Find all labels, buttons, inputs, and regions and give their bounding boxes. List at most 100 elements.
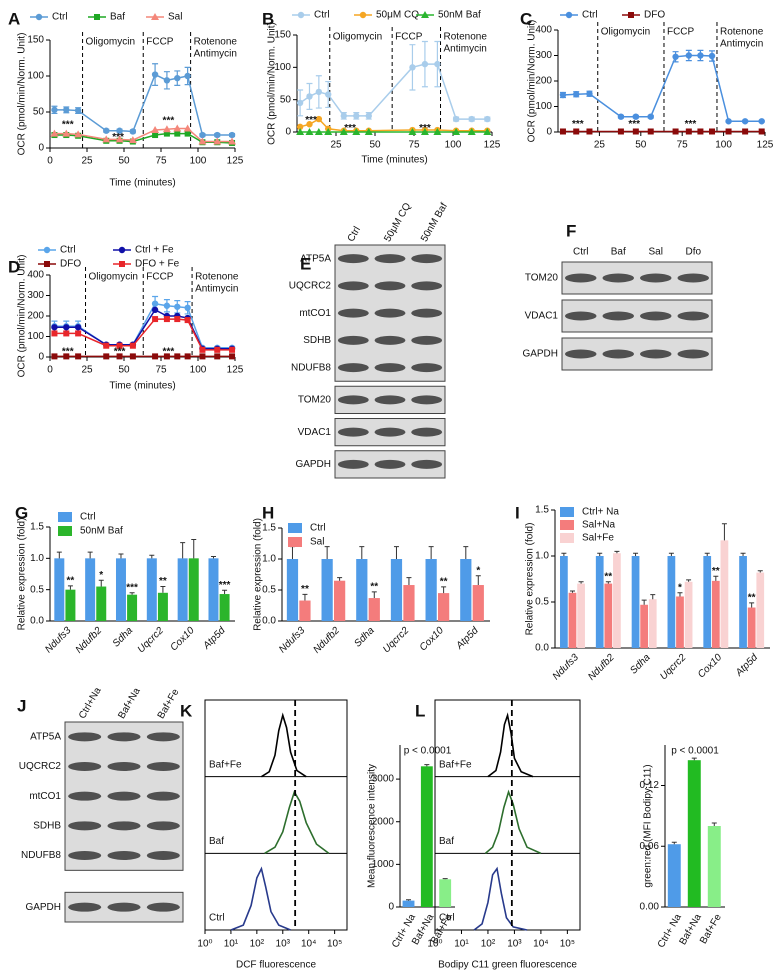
significance: * bbox=[476, 565, 480, 576]
lane-label: Baf bbox=[611, 247, 626, 258]
data-point bbox=[697, 52, 704, 59]
x-tick-label: 10¹ bbox=[454, 939, 469, 950]
y-tick-label: 0.5 bbox=[30, 584, 44, 595]
lane-label: Dfo bbox=[685, 247, 701, 258]
data-point bbox=[163, 130, 170, 137]
data-point bbox=[725, 128, 732, 135]
y-tick-label: 150 bbox=[274, 30, 291, 41]
sample-label: Baf bbox=[209, 836, 224, 847]
bar bbox=[127, 594, 138, 621]
legend-marker bbox=[565, 11, 573, 19]
data-point bbox=[199, 353, 206, 360]
x-tick-label: 0 bbox=[47, 156, 53, 167]
bar bbox=[439, 879, 452, 907]
error-bar bbox=[359, 546, 365, 559]
panel-letter: B bbox=[262, 9, 274, 28]
legend-label: Ctrl bbox=[314, 10, 330, 21]
blot-band bbox=[640, 273, 672, 283]
x-tick-label: Cox10 bbox=[169, 625, 198, 654]
bar bbox=[568, 592, 577, 648]
blot-band bbox=[107, 821, 141, 831]
blot-band bbox=[337, 308, 369, 318]
blot-band bbox=[640, 349, 672, 359]
bar bbox=[720, 540, 729, 648]
data-point bbox=[467, 128, 476, 135]
data-point bbox=[129, 128, 137, 135]
bar bbox=[85, 558, 96, 621]
legend-label: Ctrl bbox=[60, 245, 76, 256]
bar bbox=[54, 558, 65, 621]
significance: * bbox=[678, 582, 682, 593]
significance: *** bbox=[219, 580, 231, 591]
protein-label: ATP5A bbox=[30, 731, 61, 742]
y-tick-label: 0.0 bbox=[262, 616, 276, 627]
x-tick-label: 25 bbox=[81, 365, 93, 376]
data-point bbox=[62, 129, 71, 137]
data-point bbox=[213, 137, 222, 145]
error-bar bbox=[686, 579, 692, 582]
data-point bbox=[229, 346, 236, 353]
significance: *** bbox=[114, 347, 126, 358]
data-point bbox=[306, 93, 313, 100]
error-bar bbox=[605, 581, 611, 584]
protein-label: VDAC1 bbox=[525, 311, 559, 322]
blot-band bbox=[374, 363, 406, 373]
data-point bbox=[128, 136, 137, 144]
x-tick-label: 0 bbox=[47, 365, 53, 376]
bar bbox=[604, 583, 613, 648]
blot-band bbox=[146, 762, 180, 771]
protein-label: TOM20 bbox=[298, 395, 332, 406]
legend-marker bbox=[628, 12, 634, 18]
y-tick-label: 1000 bbox=[372, 859, 395, 870]
data-point bbox=[184, 317, 191, 324]
y-axis-label: Relative expression (fold) bbox=[525, 523, 536, 636]
y-axis-label: OCR (pmol/min/Norm. Unit) bbox=[17, 255, 28, 378]
significance: *** bbox=[419, 123, 431, 134]
legend-swatch bbox=[560, 533, 574, 543]
legend-marker bbox=[94, 14, 100, 20]
protein-label: UQCRC2 bbox=[19, 761, 62, 772]
data-point bbox=[672, 128, 679, 135]
blot-band bbox=[565, 349, 597, 359]
x-tick-label: Uqcrc2 bbox=[658, 652, 688, 682]
data-point bbox=[483, 128, 492, 135]
x-tick-label: 125 bbox=[757, 140, 774, 151]
y-tick-label: 0.06 bbox=[640, 841, 660, 852]
data-point bbox=[163, 353, 170, 360]
legend-label: Ctrl bbox=[310, 523, 326, 534]
data-point bbox=[632, 128, 639, 135]
x-tick-label: 10² bbox=[481, 939, 496, 950]
error-bar bbox=[711, 822, 717, 826]
phase-label: Antimycin bbox=[195, 284, 238, 295]
x-tick-label: 25 bbox=[330, 140, 342, 151]
data-point bbox=[296, 128, 305, 135]
data-point bbox=[184, 353, 191, 360]
data-point bbox=[174, 303, 181, 310]
error-bar bbox=[677, 592, 683, 597]
x-tick-label: Sdha bbox=[628, 652, 653, 677]
data-point bbox=[151, 300, 159, 307]
data-point bbox=[183, 124, 192, 132]
significance: ** bbox=[159, 576, 167, 587]
legend-swatch bbox=[288, 537, 302, 547]
y-tick-label: 200 bbox=[27, 311, 44, 322]
x-tick-label: Uqcrc2 bbox=[136, 625, 166, 655]
y-tick-label: 0 bbox=[38, 352, 44, 363]
bar bbox=[96, 586, 107, 621]
data-point bbox=[163, 316, 170, 323]
data-point bbox=[103, 353, 110, 360]
data-point bbox=[632, 113, 640, 120]
panel-letter: L bbox=[415, 701, 425, 720]
blot-band bbox=[640, 311, 672, 321]
blot-band bbox=[337, 459, 369, 469]
legend-marker bbox=[35, 13, 43, 21]
phase-label: Rotenone bbox=[194, 37, 238, 48]
data-point bbox=[228, 131, 236, 139]
data-point bbox=[103, 127, 110, 134]
protein-label: VDAC1 bbox=[298, 427, 332, 438]
legend-swatch bbox=[58, 526, 72, 536]
error-bar bbox=[87, 551, 93, 559]
legend-label: DFO bbox=[60, 259, 81, 270]
panel-letter: J bbox=[17, 696, 26, 715]
y-tick-label: 0.5 bbox=[262, 585, 276, 596]
